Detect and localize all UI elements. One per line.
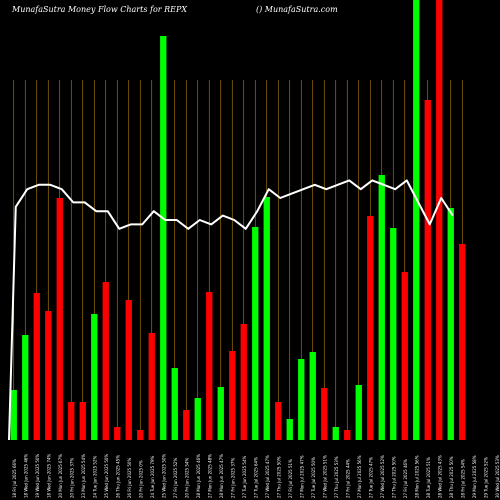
x-tick-label: 23 Mon Jun 2025 54% [81,454,86,498]
bar [459,244,466,440]
bar [22,335,29,440]
chart-title: MunafaSutra Money Flow Charts for REPX [12,5,188,14]
x-tick-label: 27 Wed Jul 2025 47% [265,455,270,498]
bar [309,352,316,440]
x-tick-label: 19 Wed Jun 2025 50% [35,454,40,498]
x-tick-label: 30 Wed Jul 2025 53% [495,455,500,498]
x-tick-label: 27 Thu Jul 2025 50% [276,456,281,498]
x-tick-label: 27 Tue Jul 2025 47% [368,457,373,498]
x-tick-label: 27 Mon Jun 2025 48% [207,454,212,498]
bar [217,387,224,440]
x-tick-label: 27 Wed Jul 2025 51% [322,455,327,498]
x-tick-label: 29 Tue Jul 2025 52% [483,457,488,498]
money-flow-line [8,179,454,441]
bar [263,197,270,440]
x-tick-label: 27 Thu Jul 2025 50% [391,456,396,498]
bar [321,388,328,440]
bar [436,0,443,440]
site-brand: () MunafaSutra.com [256,5,338,14]
x-tick-label: 29 Mon Jul 2025 58% [472,455,477,498]
bar [160,36,167,440]
bar [401,272,408,440]
x-tick-label: 20 Fri Jun 2025 0% [138,460,143,498]
bar [148,333,155,440]
bar [137,430,144,440]
bar [447,208,454,440]
x-tick-label: 27 Thu Jul 2025 53% [334,456,339,498]
x-tick-label: 18 Wed Jun 2025 46% [23,454,28,498]
money-flow-line-series [8,179,454,441]
x-tick-label: 24 Tue Jun 2025 52% [92,455,97,498]
x-tick-label: 25 Wed Jun 2025 50% [161,454,166,498]
x-tick-label: 18 Fri Jul 2025 66% [12,459,17,498]
bar [10,390,17,440]
bar [344,430,351,440]
bar [252,227,259,440]
bar [413,0,420,440]
x-tick-label: 18 Wed Jun 2025 74% [46,454,51,498]
bar [171,368,178,440]
x-tick-label: 26 Thu Jun 2025 45% [115,455,120,498]
x-tick-label: 20 Mon Jun 2025 67% [58,454,63,498]
x-tick-label: 24 Tue Jun 2025 79% [150,455,155,498]
x-tick-label: 27 Mon Jul 2025 56% [357,455,362,498]
bar [286,419,293,440]
bar [56,198,63,440]
x-tick-label: 25 Wed Jun 2025 50% [104,454,109,498]
x-tick-label: 27 Fri Jul 2025 51% [288,459,293,498]
x-tick-label: 27 Fri Jun 2025 52% [173,458,178,498]
bar-series [10,0,466,440]
bar [367,216,374,440]
x-tick-label: 27 Tue Jul 2025 50% [311,457,316,498]
bar [378,175,385,440]
bar [298,359,305,440]
x-tick-label: 27 Wed Jul 2025 52% [380,455,385,498]
bar [114,427,121,440]
x-tick-label: 27 Fri Jul 2025 44% [345,459,350,498]
bar [240,324,247,440]
bar [102,282,109,440]
x-tick-label: 20 Fri Jun 2025 54% [184,458,189,498]
bar [79,402,86,440]
bar [45,311,52,440]
x-tick-label: 28 Tue Jul 2025 51% [426,457,431,498]
x-tick-label: 27 Tue Jul 2025 64% [253,457,258,498]
bar [194,398,201,440]
x-tick-label: 28 Mon Jun 2025 46% [196,454,201,498]
x-tick-label: 28 Mon Jul 2025 56% [414,455,419,498]
x-tick-label: 26 Fri Jun 2025 50% [127,458,132,498]
bar [424,100,431,440]
bar [390,228,397,440]
bar [229,351,236,440]
x-tick-label: 20 Fri Jun 2025 37% [69,458,74,498]
x-tick-label: 28 Fri Jul 2025 54% [460,459,465,498]
x-tick-label: 27 Fri Jun 2025 37% [230,458,235,498]
bar [91,314,98,440]
x-tick-label: 28 Mon Jun 2025 47% [219,454,224,498]
bar [68,402,75,440]
x-tick-label: 27 Fri Jul 2025 46% [403,459,408,498]
bar [355,385,362,440]
bar [206,292,213,440]
bar [183,410,190,440]
bar [33,293,40,440]
x-tick-label: 28 Thu Jul 2025 50% [449,456,454,498]
bar [125,300,132,440]
bar [275,402,282,440]
bar [332,427,339,440]
x-tick-label: 28 Wed Jul 2025 43% [437,455,442,498]
x-axis-tick-labels: 18 Fri Jul 2025 66% 18 Wed Jun 2025 46% 19… [12,454,500,498]
x-tick-label: 27 Tue Jun 2025 54% [242,455,247,498]
x-tick-label: 27 Mon Jul 2025 47% [299,455,304,498]
